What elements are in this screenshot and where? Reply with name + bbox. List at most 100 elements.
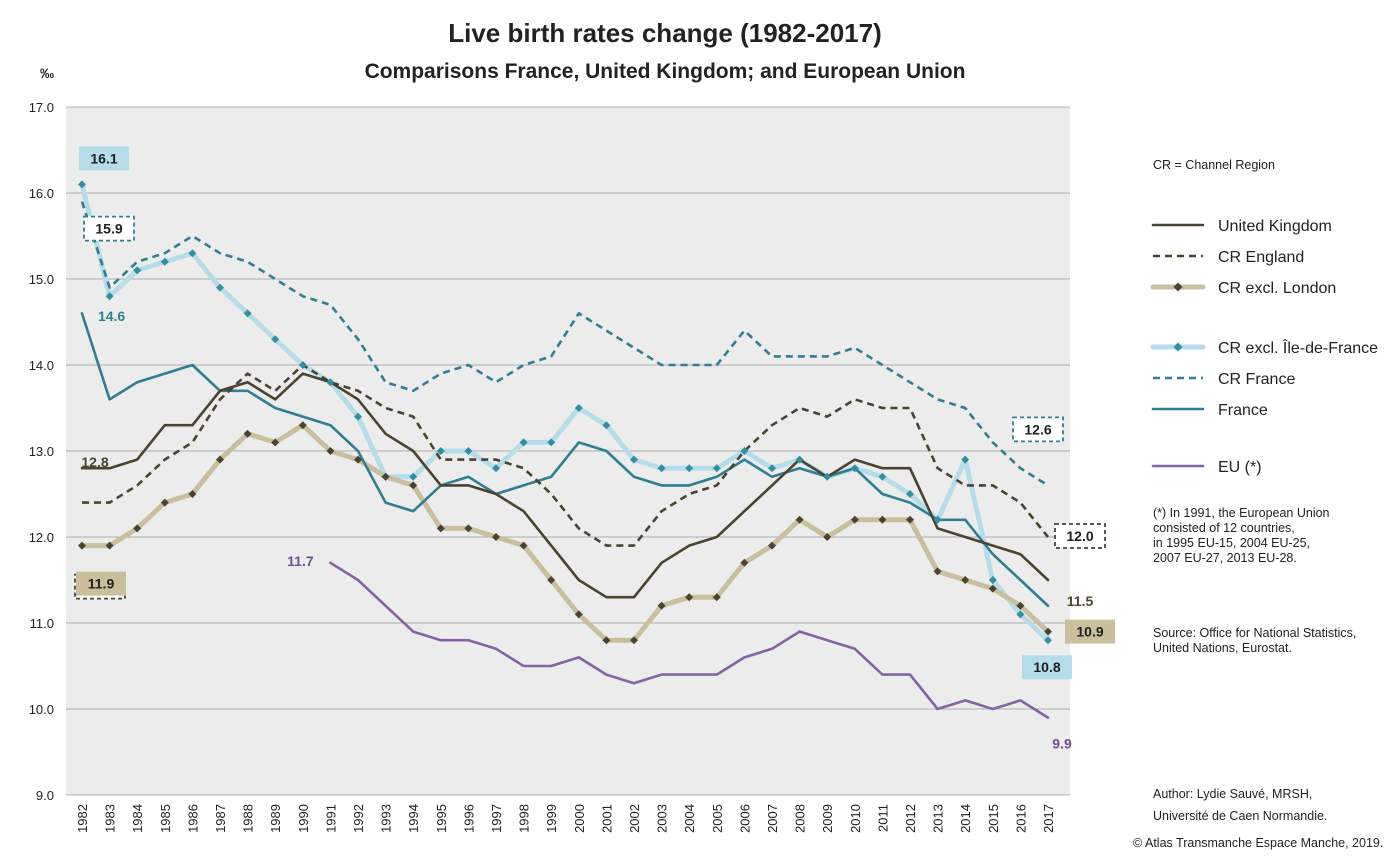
eu-footnote-line: (*) In 1991, the European Union xyxy=(1153,506,1330,520)
legend-label-cr-excl-london: CR excl. London xyxy=(1218,280,1336,297)
y-tick-label: 15.0 xyxy=(29,272,54,287)
data-point-cr-excl-le-de-france xyxy=(657,464,666,473)
legend-label-cr-france: CR France xyxy=(1218,371,1295,388)
data-point-cr-excl-le-de-france xyxy=(409,472,418,481)
x-tick-label: 1996 xyxy=(461,804,476,833)
data-point-cr-excl-le-de-france xyxy=(768,464,776,473)
x-tick-label: 1985 xyxy=(158,804,173,833)
data-point-cr-excl-london xyxy=(133,524,142,533)
channel-region-note: CR = Channel Region xyxy=(1153,158,1275,172)
data-point-cr-excl-london xyxy=(685,593,694,602)
data-point-cr-excl-le-de-france xyxy=(160,257,169,266)
x-tick-label: 2017 xyxy=(1041,804,1056,833)
data-point-cr-excl-london xyxy=(271,438,280,447)
data-point-cr-excl-london xyxy=(326,447,335,455)
y-tick-label: 17.0 xyxy=(29,100,54,115)
series-line-cr-excl-le-de-france xyxy=(79,181,1051,643)
x-tick-label: 1998 xyxy=(517,804,532,833)
x-tick-label: 1986 xyxy=(185,804,200,833)
author-line: Author: Lydie Sauvé, MRSH, xyxy=(1153,787,1313,801)
x-tick-label: 2001 xyxy=(599,804,614,833)
series-line-cr-france xyxy=(80,201,1049,487)
x-tick-label: 1997 xyxy=(489,804,504,833)
data-point-cr-excl-london xyxy=(630,636,638,645)
x-tick-label: 2015 xyxy=(986,804,1001,833)
data-point-cr-excl-le-de-france xyxy=(602,421,611,430)
y-tick-label: 12.0 xyxy=(29,530,54,545)
data-point-cr-excl-le-de-france xyxy=(464,447,473,455)
x-tick-label: 2002 xyxy=(627,804,642,833)
value-label: 15.9 xyxy=(95,221,122,237)
value-label: 16.1 xyxy=(90,150,117,166)
x-tick-label: 1994 xyxy=(406,804,421,833)
data-point-cr-excl-london xyxy=(243,429,252,438)
eu-footnote-line: in 1995 EU-15, 2004 EU-25, xyxy=(1153,536,1311,550)
x-tick-label: 1990 xyxy=(296,804,311,833)
y-tick-label: 13.0 xyxy=(29,444,54,459)
x-tick-label: 1988 xyxy=(241,804,256,833)
x-tick-label: 1991 xyxy=(323,804,338,833)
data-point-cr-excl-le-de-france xyxy=(188,249,197,258)
data-point-cr-excl-london xyxy=(492,533,500,541)
author-note: Author: Lydie Sauvé, MRSH, Université de… xyxy=(1153,783,1327,827)
data-point-cr-excl-le-de-france xyxy=(243,309,252,318)
data-point-cr-excl-le-de-france xyxy=(988,576,997,584)
data-point-cr-excl-london xyxy=(823,533,832,541)
x-tick-label: 2010 xyxy=(848,804,863,833)
x-tick-label: 1992 xyxy=(351,804,366,833)
x-tick-label: 2005 xyxy=(710,804,725,833)
data-point-cr-excl-le-de-france xyxy=(878,472,887,481)
data-point-cr-excl-london xyxy=(1044,627,1052,636)
data-point-cr-excl-london xyxy=(105,541,114,550)
y-tick-label: 10.0 xyxy=(29,702,54,717)
data-point-cr-excl-le-de-france xyxy=(630,455,638,464)
value-label: 10.8 xyxy=(1033,659,1060,675)
data-point-cr-excl-le-de-france xyxy=(685,464,694,473)
y-tick-label: 14.0 xyxy=(29,358,54,373)
eu-footnote: (*) In 1991, the European Union consiste… xyxy=(1153,506,1330,566)
copyright: © Atlas Transmanche Espace Manche, 2019. xyxy=(1133,836,1384,850)
data-point-cr-excl-le-de-france xyxy=(574,404,583,412)
value-label: 11.7 xyxy=(287,553,314,569)
data-point-cr-excl-london xyxy=(740,558,749,567)
data-point-cr-excl-london xyxy=(354,455,362,464)
data-point-cr-excl-le-de-france xyxy=(1016,610,1025,619)
data-point-cr-excl-le-de-france xyxy=(961,455,970,464)
eu-footnote-line: 2007 EU-27, 2013 EU-28. xyxy=(1153,551,1297,565)
x-tick-label: 2009 xyxy=(820,804,835,833)
data-point-cr-excl-london xyxy=(961,576,970,584)
x-tick-label: 2012 xyxy=(903,804,918,833)
y-tick-label: 11.0 xyxy=(30,616,54,631)
value-label: 12.6 xyxy=(1024,421,1051,437)
eu-footnote-line: consisted of 12 countries, xyxy=(1153,521,1295,535)
x-tick-label: 2016 xyxy=(1013,804,1028,833)
data-point-cr-excl-le-de-france xyxy=(216,283,224,292)
data-point-cr-excl-le-de-france xyxy=(436,447,445,455)
source-note: Source: Office for National Statistics, … xyxy=(1153,626,1356,656)
y-tick-label: 16.0 xyxy=(29,186,54,201)
x-tick-label: 2013 xyxy=(931,804,946,833)
data-point-cr-excl-london xyxy=(712,593,721,602)
data-point-cr-excl-le-de-france xyxy=(933,515,942,524)
x-tick-label: 2006 xyxy=(737,804,752,833)
series-line-united-kingdom xyxy=(80,372,1050,599)
x-tick-label: 1984 xyxy=(130,804,145,833)
value-label-box xyxy=(1054,523,1106,549)
data-point-cr-excl-london xyxy=(216,455,224,464)
data-point-cr-excl-london xyxy=(547,576,556,584)
value-label-box xyxy=(1065,619,1115,644)
data-point-cr-excl-london xyxy=(850,515,859,524)
data-point-cr-excl-le-de-france xyxy=(78,180,86,189)
data-point-cr-excl-london xyxy=(574,610,583,619)
x-tick-label: 2011 xyxy=(875,804,890,832)
data-point-cr-excl-le-de-france xyxy=(326,378,335,387)
data-point-cr-excl-london xyxy=(795,515,804,524)
data-point-cr-excl-le-de-france xyxy=(1044,636,1052,645)
data-point-cr-excl-le-de-france xyxy=(740,447,749,455)
x-tick-label: 1995 xyxy=(434,804,449,833)
x-tick-label: 2007 xyxy=(765,804,780,833)
data-point-cr-excl-london xyxy=(768,541,776,550)
value-label: 11.5 xyxy=(1067,593,1094,609)
data-point-cr-excl-london xyxy=(160,498,169,507)
